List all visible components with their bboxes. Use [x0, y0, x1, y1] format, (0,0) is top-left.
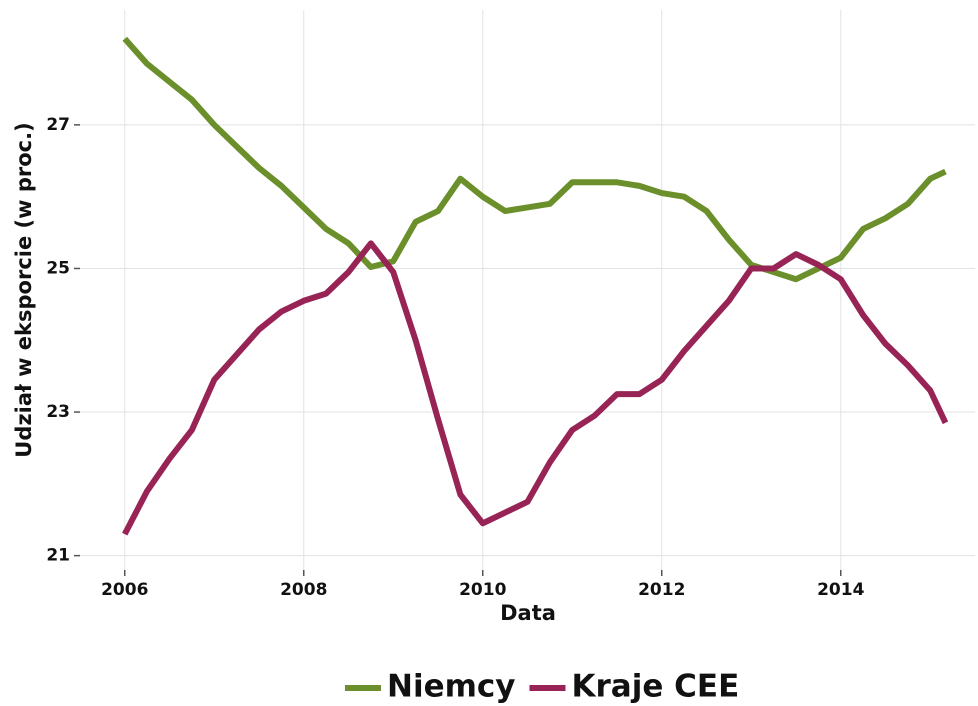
x-tick-label: 2006 — [101, 580, 148, 600]
x-tick-label: 2010 — [459, 580, 506, 600]
y-axis-title: Udział w eksporcie (w proc.) — [12, 122, 36, 457]
x-axis-title: Data — [500, 601, 556, 625]
x-tick-label: 2014 — [817, 580, 864, 600]
y-tick-label: 25 — [46, 258, 70, 278]
line-series — [122, 240, 949, 536]
y-tick-label: 27 — [46, 115, 70, 135]
legend-label: Niemcy — [387, 669, 515, 705]
y-tick-label: 21 — [46, 546, 70, 566]
y-tick-label: 23 — [46, 402, 70, 422]
line-series — [122, 36, 947, 283]
x-tick-label: 2008 — [280, 580, 327, 600]
x-tick-label: 2012 — [638, 580, 685, 600]
legend-label: Kraje CEE — [571, 669, 739, 705]
